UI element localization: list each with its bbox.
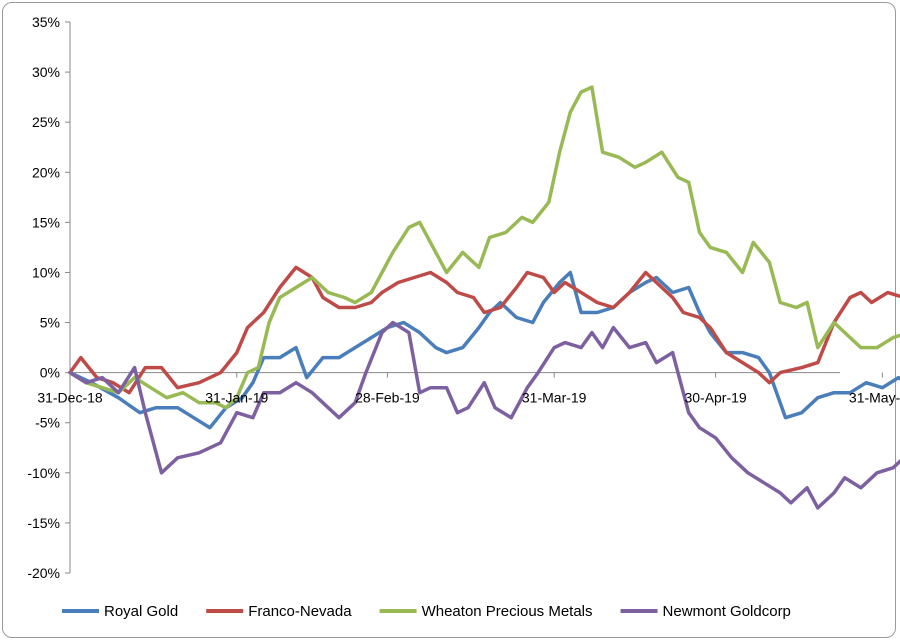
y-tick-label: 5%	[40, 315, 60, 331]
series-line	[68, 265, 900, 395]
y-tick-label: -10%	[27, 465, 60, 481]
series-line	[68, 85, 900, 410]
x-tick-label: 28-Feb-19	[355, 390, 420, 406]
legend-label: Newmont Goldcorp	[663, 603, 791, 620]
legend-item: Franco-Nevada	[206, 603, 352, 620]
x-tick-label: 30-Apr-19	[684, 390, 746, 406]
y-axis-ticks: -20% -15% -10% -5% 0% 5% 10% 15% 20% 25% 30% 35%	[27, 14, 70, 581]
y-tick-label: -20%	[27, 565, 60, 581]
legend: Royal Gold Franco-Nevada Wheaton Precious …	[62, 603, 791, 620]
y-tick-label: 15%	[32, 214, 60, 230]
y-tick-label: 30%	[32, 64, 60, 80]
y-tick-label: 10%	[32, 264, 60, 280]
x-tick-label: 31-Jan-19	[205, 390, 268, 406]
legend-label: Wheaton Precious Metals	[422, 603, 593, 620]
axes	[69, 22, 840, 573]
y-tick-label: -5%	[35, 415, 60, 431]
y-tick-label: 0%	[40, 365, 60, 381]
series-lines	[68, 85, 900, 510]
x-tick-label: 31-Dec-18	[37, 390, 103, 406]
legend-item: Newmont Goldcorp	[620, 603, 791, 620]
x-tick-label: 31-Mar-19	[522, 390, 587, 406]
y-tick-label: 35%	[32, 14, 60, 30]
x-tick-label: 31-May-19	[849, 390, 900, 406]
legend-label: Royal Gold	[104, 603, 178, 620]
series-line	[68, 270, 900, 430]
x-axis-ticks: 31-Dec-18 31-Jan-19 28-Feb-19 31-Mar-19 30-A…	[37, 372, 900, 406]
series-line	[68, 320, 900, 510]
y-tick-label: 25%	[32, 114, 60, 130]
legend-label: Franco-Nevada	[248, 603, 352, 620]
legend-item: Royal Gold	[62, 603, 178, 620]
legend-item: Wheaton Precious Metals	[379, 603, 593, 620]
y-tick-label: 20%	[32, 164, 60, 180]
y-tick-label: -15%	[27, 515, 60, 531]
